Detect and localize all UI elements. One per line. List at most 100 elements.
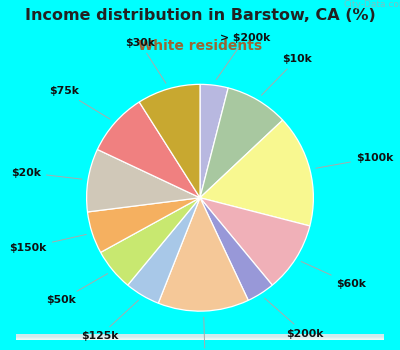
Bar [16, 334, 384, 337]
Bar [16, 336, 384, 338]
Bar [16, 336, 384, 339]
Bar [16, 336, 384, 339]
Bar [16, 336, 384, 339]
Wedge shape [101, 198, 200, 285]
Bar [16, 335, 384, 338]
Bar [16, 335, 384, 338]
Text: $150k: $150k [10, 234, 86, 252]
Bar [16, 335, 384, 337]
Bar [16, 334, 384, 337]
Bar [16, 336, 384, 338]
Bar [16, 336, 384, 339]
Bar [16, 336, 384, 339]
Bar [16, 336, 384, 338]
Bar [16, 335, 384, 338]
Wedge shape [139, 84, 200, 198]
Bar [16, 335, 384, 337]
Bar [16, 335, 384, 338]
Bar [16, 335, 384, 338]
Bar [16, 335, 384, 338]
Wedge shape [88, 198, 200, 252]
Bar [16, 336, 384, 339]
Text: $40k: $40k [190, 317, 220, 350]
Bar [16, 334, 384, 337]
Bar [16, 336, 384, 339]
Bar [16, 336, 384, 339]
Bar [16, 334, 384, 337]
Bar [16, 335, 384, 338]
Bar [16, 336, 384, 338]
Bar [16, 335, 384, 338]
Bar [16, 335, 384, 338]
Bar [16, 334, 384, 337]
Bar [16, 335, 384, 338]
Bar [16, 336, 384, 339]
Bar [16, 336, 384, 338]
Bar [16, 335, 384, 337]
Text: Income distribution in Barstow, CA (%): Income distribution in Barstow, CA (%) [25, 8, 375, 23]
Bar [16, 335, 384, 338]
Bar [16, 334, 384, 337]
Bar [16, 335, 384, 337]
Bar [16, 336, 384, 339]
Bar [16, 337, 384, 340]
Bar [16, 336, 384, 338]
Wedge shape [200, 198, 272, 300]
Bar [16, 335, 384, 337]
Bar [16, 336, 384, 339]
Bar [16, 335, 384, 338]
Bar [16, 335, 384, 338]
Text: $100k: $100k [316, 153, 393, 168]
Bar [16, 334, 384, 337]
Bar [16, 335, 384, 338]
Bar [16, 336, 384, 339]
Bar [16, 335, 384, 338]
Bar [16, 334, 384, 337]
Bar [16, 336, 384, 339]
Bar [16, 336, 384, 339]
Text: White residents: White residents [138, 39, 262, 53]
Wedge shape [200, 84, 228, 198]
Bar [16, 335, 384, 338]
Bar [16, 335, 384, 338]
Text: City-Data.com: City-Data.com [344, 0, 400, 9]
Bar [16, 335, 384, 338]
Bar [16, 337, 384, 340]
Bar [16, 336, 384, 339]
Text: $60k: $60k [301, 261, 366, 289]
Text: $200k: $200k [265, 298, 324, 339]
Bar [16, 335, 384, 338]
Bar [16, 336, 384, 339]
Wedge shape [200, 88, 283, 198]
Text: $50k: $50k [46, 274, 108, 306]
Bar [16, 336, 384, 338]
Bar [16, 336, 384, 339]
Bar [16, 336, 384, 339]
Bar [16, 335, 384, 338]
Bar [16, 337, 384, 340]
Bar [16, 337, 384, 340]
Bar [16, 336, 384, 338]
Bar [16, 336, 384, 339]
Bar [16, 335, 384, 337]
Bar [16, 336, 384, 338]
Bar [16, 335, 384, 338]
Text: > $200k: > $200k [216, 33, 270, 79]
Bar [16, 334, 384, 337]
Bar [16, 335, 384, 337]
Bar [16, 336, 384, 338]
Text: $75k: $75k [49, 86, 110, 119]
Text: $125k: $125k [81, 300, 138, 341]
Bar [16, 334, 384, 337]
Wedge shape [97, 102, 200, 198]
Text: $20k: $20k [11, 168, 82, 179]
Bar [16, 335, 384, 338]
Bar [16, 334, 384, 337]
Bar [16, 336, 384, 339]
Wedge shape [87, 149, 200, 212]
Bar [16, 335, 384, 337]
Bar [16, 337, 384, 340]
Wedge shape [158, 198, 248, 311]
Bar [16, 334, 384, 337]
Bar [16, 335, 384, 337]
